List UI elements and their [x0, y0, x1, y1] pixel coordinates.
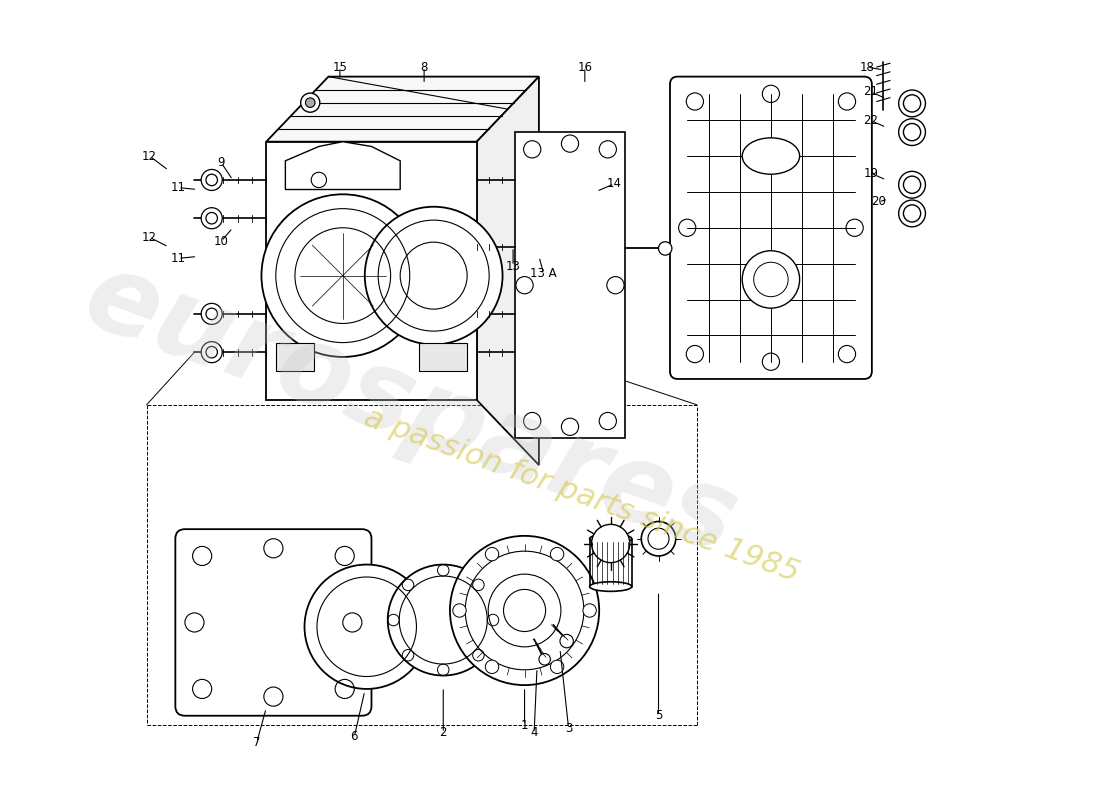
Circle shape — [262, 194, 425, 357]
Text: 9: 9 — [218, 156, 226, 170]
Text: 3: 3 — [565, 722, 572, 734]
Circle shape — [201, 208, 222, 229]
Text: 13 A: 13 A — [530, 267, 557, 280]
Ellipse shape — [590, 582, 631, 591]
Text: 13: 13 — [506, 259, 520, 273]
Text: 8: 8 — [420, 61, 428, 74]
Text: 21: 21 — [864, 86, 879, 98]
Circle shape — [201, 303, 222, 325]
Text: 1: 1 — [520, 718, 528, 732]
Ellipse shape — [742, 138, 800, 174]
Text: 11: 11 — [170, 252, 186, 265]
Circle shape — [201, 170, 222, 190]
Circle shape — [899, 118, 925, 146]
Circle shape — [365, 206, 503, 345]
Circle shape — [560, 634, 573, 648]
Circle shape — [306, 98, 315, 107]
Ellipse shape — [590, 534, 631, 543]
Text: 2: 2 — [440, 726, 447, 739]
Text: 12: 12 — [142, 150, 157, 162]
Text: 14: 14 — [607, 178, 621, 190]
Polygon shape — [266, 142, 476, 400]
FancyBboxPatch shape — [670, 77, 872, 379]
Circle shape — [659, 242, 672, 255]
Text: 4: 4 — [530, 726, 538, 739]
Polygon shape — [285, 142, 400, 190]
Text: 18: 18 — [859, 61, 874, 74]
Circle shape — [742, 250, 800, 308]
Text: 12: 12 — [142, 231, 157, 244]
Circle shape — [485, 660, 498, 674]
Circle shape — [550, 547, 564, 561]
Text: 6: 6 — [351, 730, 358, 743]
Polygon shape — [476, 77, 539, 465]
Circle shape — [453, 604, 466, 617]
Circle shape — [300, 93, 320, 112]
Circle shape — [305, 565, 429, 689]
Polygon shape — [515, 132, 625, 438]
Circle shape — [899, 200, 925, 227]
FancyBboxPatch shape — [175, 529, 372, 716]
Circle shape — [539, 654, 550, 665]
Text: 7: 7 — [253, 736, 261, 749]
Text: eurospares: eurospares — [69, 242, 750, 577]
Text: a passion for parts since 1985: a passion for parts since 1985 — [361, 403, 803, 588]
Circle shape — [450, 536, 600, 685]
Circle shape — [550, 660, 564, 674]
Text: 20: 20 — [871, 195, 886, 209]
Circle shape — [201, 342, 222, 362]
Circle shape — [387, 565, 498, 675]
Circle shape — [899, 171, 925, 198]
Circle shape — [485, 547, 498, 561]
Polygon shape — [266, 77, 539, 142]
Text: 15: 15 — [332, 61, 348, 74]
Text: 10: 10 — [213, 234, 229, 248]
Text: 16: 16 — [578, 61, 592, 74]
Circle shape — [899, 90, 925, 117]
Text: 11: 11 — [170, 181, 186, 194]
Circle shape — [592, 524, 630, 562]
Text: 19: 19 — [864, 166, 879, 180]
Polygon shape — [419, 342, 468, 371]
Text: 22: 22 — [864, 114, 879, 127]
Text: 5: 5 — [654, 710, 662, 722]
Polygon shape — [276, 342, 315, 371]
Circle shape — [641, 522, 675, 556]
Circle shape — [583, 604, 596, 617]
